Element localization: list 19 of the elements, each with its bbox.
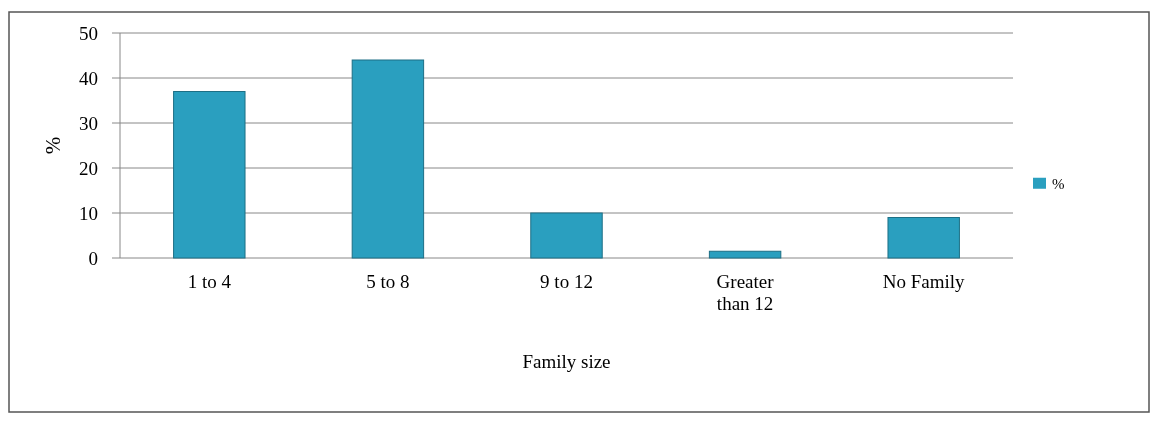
bar — [173, 91, 246, 259]
x-tick-label: 5 to 8 — [366, 271, 410, 292]
legend-label: % — [1052, 176, 1065, 192]
x-tick-label: 9 to 12 — [540, 271, 593, 292]
bar — [351, 59, 425, 259]
y-tick-label: 20 — [79, 157, 98, 179]
x-tick-label: Greater than 12 — [716, 271, 775, 314]
x-axis-title: Family size — [522, 351, 611, 372]
x-tick-label: No Family — [882, 271, 966, 292]
y-tick-label: 40 — [79, 67, 98, 89]
y-tick-label: 0 — [88, 247, 98, 269]
bar — [708, 250, 782, 259]
y-axis-title: % — [41, 136, 65, 155]
bar — [530, 212, 603, 259]
bar — [887, 217, 960, 259]
y-tick-label: 50 — [79, 22, 98, 44]
y-tick-label: 30 — [79, 112, 98, 134]
x-tick-label: 1 to 4 — [187, 271, 232, 292]
y-tick-label: 10 — [79, 202, 98, 224]
